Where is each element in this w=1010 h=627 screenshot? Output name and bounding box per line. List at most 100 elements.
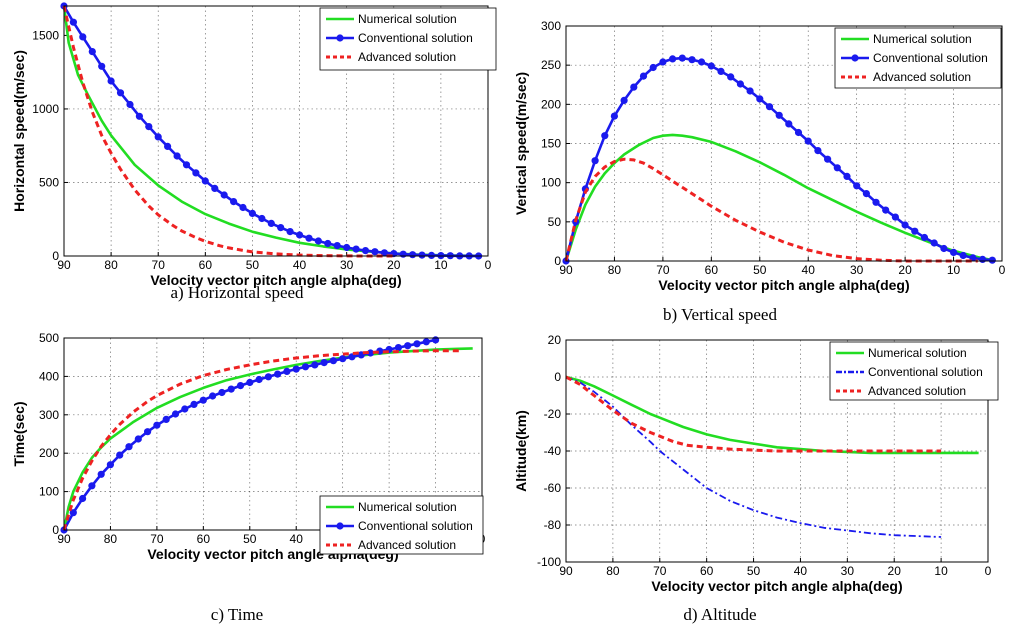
data-point [785, 120, 793, 128]
y-axis-label: Vertical speed(m/sec) [513, 72, 529, 215]
x-tick-label: 90 [559, 263, 573, 277]
x-tick-label: 20 [387, 258, 401, 272]
x-tick-label: 80 [104, 258, 118, 272]
data-point [255, 375, 263, 384]
x-axis-label: Velocity vector pitch angle alpha(deg) [150, 272, 401, 288]
data-point [639, 72, 648, 80]
y-tick-label: 0 [52, 523, 59, 537]
series-line-3 [62, 349, 459, 531]
data-point [794, 128, 803, 137]
data-point [988, 256, 996, 264]
y-tick-label: 1500 [32, 28, 59, 42]
series-line-2 [565, 376, 942, 538]
y-tick-label: 0 [52, 249, 59, 263]
data-point [320, 359, 328, 367]
x-tick-label: 80 [606, 564, 620, 578]
x-tick-label: 40 [293, 258, 307, 272]
x-tick-label: 40 [794, 564, 808, 578]
data-point [756, 95, 764, 103]
data-point [173, 152, 181, 160]
series-line-3 [62, 5, 394, 258]
data-point [277, 224, 285, 232]
data-point [227, 385, 235, 393]
data-point [930, 239, 938, 247]
x-tick-label: 50 [246, 258, 260, 272]
data-point [192, 169, 200, 177]
data-point [833, 164, 841, 172]
y-axis-label: Horizontal speed(m/sec) [11, 50, 27, 212]
data-point [843, 172, 851, 180]
data-point [610, 112, 619, 120]
x-tick-label: 30 [340, 258, 354, 272]
x-tick-label: 50 [747, 564, 761, 578]
data-point [717, 67, 725, 75]
legend-entry: Numerical solution [358, 500, 457, 514]
data-point [333, 242, 341, 250]
x-tick-label: 90 [57, 258, 71, 272]
data-point [134, 435, 142, 443]
data-point [678, 54, 686, 62]
y-tick-label: 300 [39, 408, 59, 422]
x-tick-label: 40 [290, 532, 304, 546]
data-point [979, 255, 987, 263]
data-point [649, 63, 657, 72]
legend-marker [336, 34, 344, 42]
x-tick-label: 90 [57, 532, 71, 546]
data-point [311, 361, 319, 369]
data-point [218, 388, 226, 397]
legend-entry: Advanced solution [358, 50, 456, 64]
data-point [422, 338, 430, 346]
data-point [891, 213, 900, 221]
data-point [591, 157, 599, 165]
y-axis-label: Altitude(km) [513, 410, 529, 492]
data-point [106, 461, 114, 469]
data-point [746, 87, 754, 95]
data-point [305, 234, 313, 242]
legend-entry: Conventional solution [358, 519, 473, 533]
data-point [88, 482, 96, 490]
data-point [107, 77, 115, 85]
legend: Numerical solution Conventional solution A… [829, 341, 999, 401]
data-point [164, 142, 172, 150]
data-point [153, 421, 161, 429]
x-tick-label: 80 [608, 263, 622, 277]
x-axis-label: Velocity vector pitch angle alpha(deg) [658, 277, 909, 293]
plot-frame [63, 337, 483, 531]
data-point [69, 18, 77, 26]
legend: Numerical solution Conventional solution A… [834, 27, 1002, 89]
legend: Numerical solution Conventional solution A… [319, 7, 497, 71]
data-point [267, 219, 275, 227]
data-point [79, 33, 87, 41]
data-point [352, 245, 360, 253]
data-point [246, 378, 254, 387]
legend-entry: Numerical solution [868, 346, 967, 360]
x-tick-label: 50 [753, 263, 767, 277]
plot-frame [565, 25, 1003, 262]
legend-entry: Conventional solution [868, 365, 983, 379]
y-axis-label: Time(sec) [11, 401, 27, 466]
data-point [145, 123, 153, 131]
plot-frame [565, 339, 989, 563]
x-tick-label: 20 [888, 564, 902, 578]
legend-marker [336, 522, 344, 530]
x-tick-label: 60 [199, 258, 213, 272]
data-point [230, 198, 238, 206]
data-point [162, 415, 170, 423]
x-tick-label: 70 [653, 564, 667, 578]
data-point [409, 251, 417, 259]
legend-entry: Advanced solution [358, 538, 456, 552]
chart-panel-3: 90807060504030201000100200300400500Veloc… [11, 331, 486, 624]
y-tick-label: 1000 [32, 102, 59, 116]
x-tick-label: 10 [934, 564, 948, 578]
y-tick-label: -80 [544, 518, 562, 532]
chart-panel-2: 90 80 70 60 50 40 30 20 10 0050100150200250300Vel… [513, 19, 1006, 324]
data-point [765, 103, 774, 111]
chart-panel-1: 90 80 70 60 50 40 30 20 10 0050010001500Velocity … [11, 2, 497, 302]
legend-entry: Numerical solution [873, 32, 972, 46]
data-point [380, 249, 388, 257]
data-point [236, 382, 245, 390]
data-point [88, 48, 96, 56]
x-tick-label: 50 [243, 532, 257, 546]
x-tick-label: 70 [150, 532, 164, 546]
data-point [239, 203, 247, 212]
